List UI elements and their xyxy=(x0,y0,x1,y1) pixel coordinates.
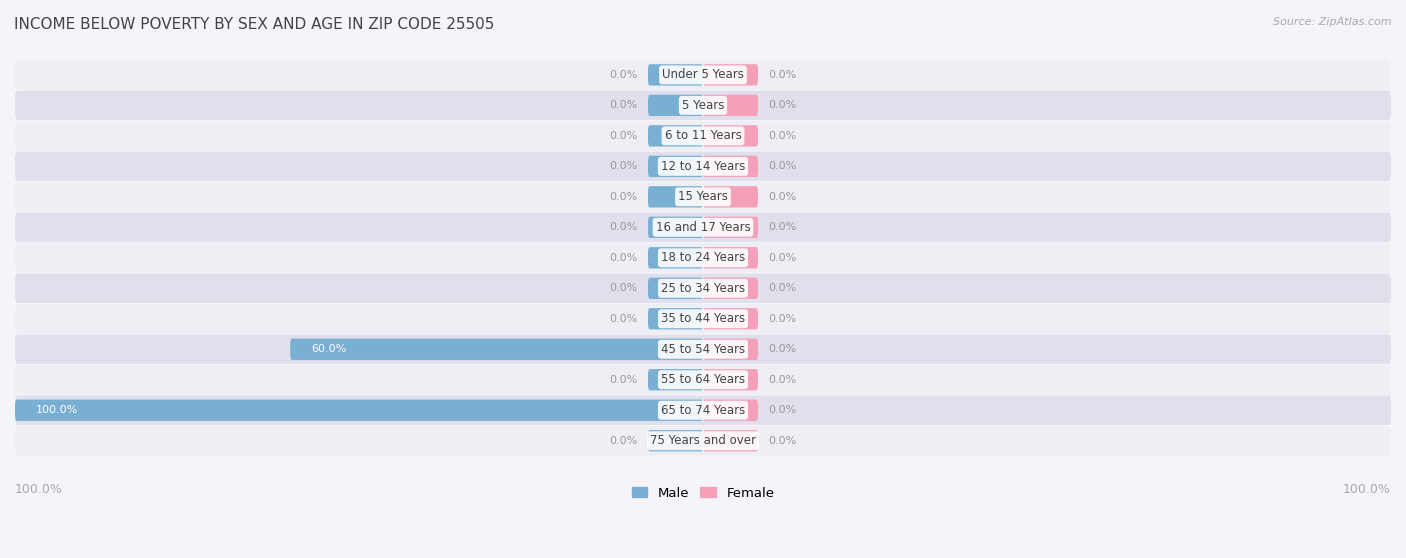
FancyBboxPatch shape xyxy=(15,91,1391,120)
FancyBboxPatch shape xyxy=(648,369,703,391)
Text: 0.0%: 0.0% xyxy=(609,436,638,446)
FancyBboxPatch shape xyxy=(648,278,703,299)
Text: 16 and 17 Years: 16 and 17 Years xyxy=(655,221,751,234)
FancyBboxPatch shape xyxy=(15,396,1391,425)
Text: 0.0%: 0.0% xyxy=(768,253,797,263)
FancyBboxPatch shape xyxy=(15,243,1391,272)
Text: 25 to 34 Years: 25 to 34 Years xyxy=(661,282,745,295)
FancyBboxPatch shape xyxy=(648,95,703,116)
FancyBboxPatch shape xyxy=(648,125,703,147)
FancyBboxPatch shape xyxy=(703,400,758,421)
FancyBboxPatch shape xyxy=(290,339,703,360)
FancyBboxPatch shape xyxy=(648,308,703,329)
Text: 12 to 14 Years: 12 to 14 Years xyxy=(661,160,745,173)
Text: Source: ZipAtlas.com: Source: ZipAtlas.com xyxy=(1274,17,1392,27)
FancyBboxPatch shape xyxy=(648,217,703,238)
FancyBboxPatch shape xyxy=(15,426,1391,455)
FancyBboxPatch shape xyxy=(703,64,758,85)
Text: 100.0%: 100.0% xyxy=(15,483,63,497)
Text: 0.0%: 0.0% xyxy=(609,375,638,385)
Text: 0.0%: 0.0% xyxy=(609,131,638,141)
Text: 6 to 11 Years: 6 to 11 Years xyxy=(665,129,741,142)
Text: 0.0%: 0.0% xyxy=(609,70,638,80)
Text: INCOME BELOW POVERTY BY SEX AND AGE IN ZIP CODE 25505: INCOME BELOW POVERTY BY SEX AND AGE IN Z… xyxy=(14,17,495,32)
FancyBboxPatch shape xyxy=(648,430,703,451)
FancyBboxPatch shape xyxy=(15,365,1391,395)
Text: 0.0%: 0.0% xyxy=(768,283,797,294)
FancyBboxPatch shape xyxy=(15,213,1391,242)
Text: 0.0%: 0.0% xyxy=(609,100,638,110)
FancyBboxPatch shape xyxy=(648,247,703,268)
Text: 0.0%: 0.0% xyxy=(609,283,638,294)
Text: 0.0%: 0.0% xyxy=(768,70,797,80)
Text: 18 to 24 Years: 18 to 24 Years xyxy=(661,251,745,264)
Text: 0.0%: 0.0% xyxy=(609,253,638,263)
FancyBboxPatch shape xyxy=(703,156,758,177)
FancyBboxPatch shape xyxy=(703,278,758,299)
FancyBboxPatch shape xyxy=(703,217,758,238)
FancyBboxPatch shape xyxy=(703,186,758,208)
FancyBboxPatch shape xyxy=(15,273,1391,303)
FancyBboxPatch shape xyxy=(703,95,758,116)
Text: 65 to 74 Years: 65 to 74 Years xyxy=(661,404,745,417)
Text: 0.0%: 0.0% xyxy=(768,192,797,202)
FancyBboxPatch shape xyxy=(15,182,1391,211)
FancyBboxPatch shape xyxy=(703,430,758,451)
FancyBboxPatch shape xyxy=(648,156,703,177)
FancyBboxPatch shape xyxy=(703,125,758,147)
Text: 55 to 64 Years: 55 to 64 Years xyxy=(661,373,745,386)
Text: 15 Years: 15 Years xyxy=(678,190,728,203)
FancyBboxPatch shape xyxy=(703,308,758,329)
Text: 0.0%: 0.0% xyxy=(609,222,638,232)
Text: 0.0%: 0.0% xyxy=(768,161,797,171)
Text: 0.0%: 0.0% xyxy=(609,192,638,202)
Text: 0.0%: 0.0% xyxy=(609,314,638,324)
Text: 0.0%: 0.0% xyxy=(768,436,797,446)
FancyBboxPatch shape xyxy=(15,60,1391,89)
Text: 5 Years: 5 Years xyxy=(682,99,724,112)
Text: 0.0%: 0.0% xyxy=(768,314,797,324)
FancyBboxPatch shape xyxy=(15,152,1391,181)
FancyBboxPatch shape xyxy=(15,335,1391,364)
FancyBboxPatch shape xyxy=(15,121,1391,151)
Text: 75 Years and over: 75 Years and over xyxy=(650,434,756,447)
Text: 0.0%: 0.0% xyxy=(609,161,638,171)
Text: 0.0%: 0.0% xyxy=(768,344,797,354)
FancyBboxPatch shape xyxy=(703,247,758,268)
FancyBboxPatch shape xyxy=(648,64,703,85)
Text: 0.0%: 0.0% xyxy=(768,222,797,232)
FancyBboxPatch shape xyxy=(703,339,758,360)
FancyBboxPatch shape xyxy=(15,304,1391,334)
Text: 0.0%: 0.0% xyxy=(768,375,797,385)
Text: 35 to 44 Years: 35 to 44 Years xyxy=(661,312,745,325)
FancyBboxPatch shape xyxy=(648,186,703,208)
Text: 60.0%: 60.0% xyxy=(311,344,346,354)
Legend: Male, Female: Male, Female xyxy=(626,481,780,505)
Text: Under 5 Years: Under 5 Years xyxy=(662,69,744,81)
Text: 45 to 54 Years: 45 to 54 Years xyxy=(661,343,745,356)
FancyBboxPatch shape xyxy=(703,369,758,391)
Text: 100.0%: 100.0% xyxy=(35,405,77,415)
Text: 0.0%: 0.0% xyxy=(768,131,797,141)
FancyBboxPatch shape xyxy=(15,400,703,421)
Text: 0.0%: 0.0% xyxy=(768,405,797,415)
Text: 100.0%: 100.0% xyxy=(1343,483,1391,497)
Text: 0.0%: 0.0% xyxy=(768,100,797,110)
